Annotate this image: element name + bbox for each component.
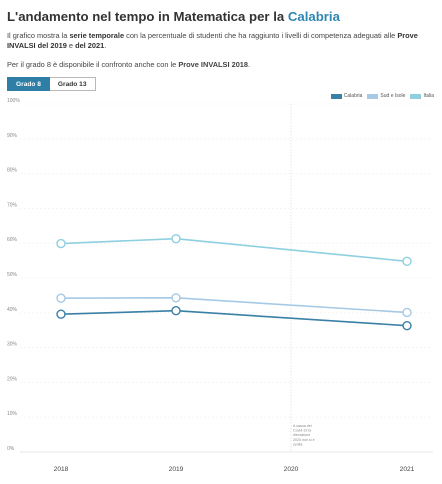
data-point-italia (171, 233, 181, 244)
page-title: L'andamento nel tempo in Matematica per … (7, 9, 340, 24)
legend-swatch-calabria (330, 93, 342, 99)
legend-label-italia: Italia (423, 93, 434, 99)
data-point-sud-e-isole (171, 293, 181, 303)
data-point-sud-e-isole (402, 307, 412, 318)
x-tick-label: 2020 (284, 466, 299, 473)
series-line-sud-e-isole (60, 297, 408, 314)
data-point-italia (56, 238, 66, 249)
x-tick-label: 2018 (54, 466, 69, 473)
tab-grado-13[interactable]: Grado 13 (49, 77, 96, 91)
data-point-calabria (402, 320, 412, 331)
chart-note: Per il grado 8 è disponibile il confront… (7, 60, 251, 69)
legend-swatch-sud-e-isole (367, 93, 379, 99)
annotation-text: A causa del Covid-19 la rilevazione 2020 no… (293, 424, 315, 446)
y-tick-label: 80% (7, 168, 18, 174)
legend-label-sud-e-isole: Sud e Isole (380, 93, 406, 99)
data-point-italia (402, 256, 412, 266)
y-tick-label: 100% (7, 98, 20, 104)
tab-grado-8[interactable]: Grado 8 (7, 77, 50, 91)
y-tick-label: 30% (7, 342, 18, 348)
y-tick-label: 90% (7, 133, 18, 139)
y-tick-label: 70% (7, 202, 18, 208)
data-point-calabria (171, 306, 181, 316)
chart-legend: Calabria Sud e Isole Italia (330, 93, 434, 99)
data-point-calabria (56, 309, 66, 319)
legend-item-italia[interactable]: Italia (410, 93, 434, 99)
y-tick-label: 10% (7, 411, 18, 417)
legend-swatch-italia (410, 93, 422, 99)
legend-label-calabria: Calabria (343, 93, 363, 99)
y-tick-label: 60% (7, 237, 18, 243)
y-tick-label: 0% (7, 446, 15, 452)
x-tick-label: 2021 (400, 466, 415, 473)
y-tick-label: 50% (7, 272, 18, 278)
y-tick-label: 20% (7, 376, 18, 382)
legend-item-calabria[interactable]: Calabria (330, 93, 363, 99)
y-tick-label: 40% (7, 307, 18, 313)
legend-item-sud-e-isole[interactable]: Sud e Isole (367, 93, 405, 99)
chart-description: Il grafico mostra la serie temporale con… (7, 31, 418, 50)
series-line-italia (60, 237, 408, 263)
grade-tabs: Grado 8 Grado 13 (7, 77, 96, 91)
data-point-sud-e-isole (56, 293, 66, 303)
x-tick-label: 2019 (169, 466, 184, 473)
region-name: Calabria (287, 9, 340, 24)
